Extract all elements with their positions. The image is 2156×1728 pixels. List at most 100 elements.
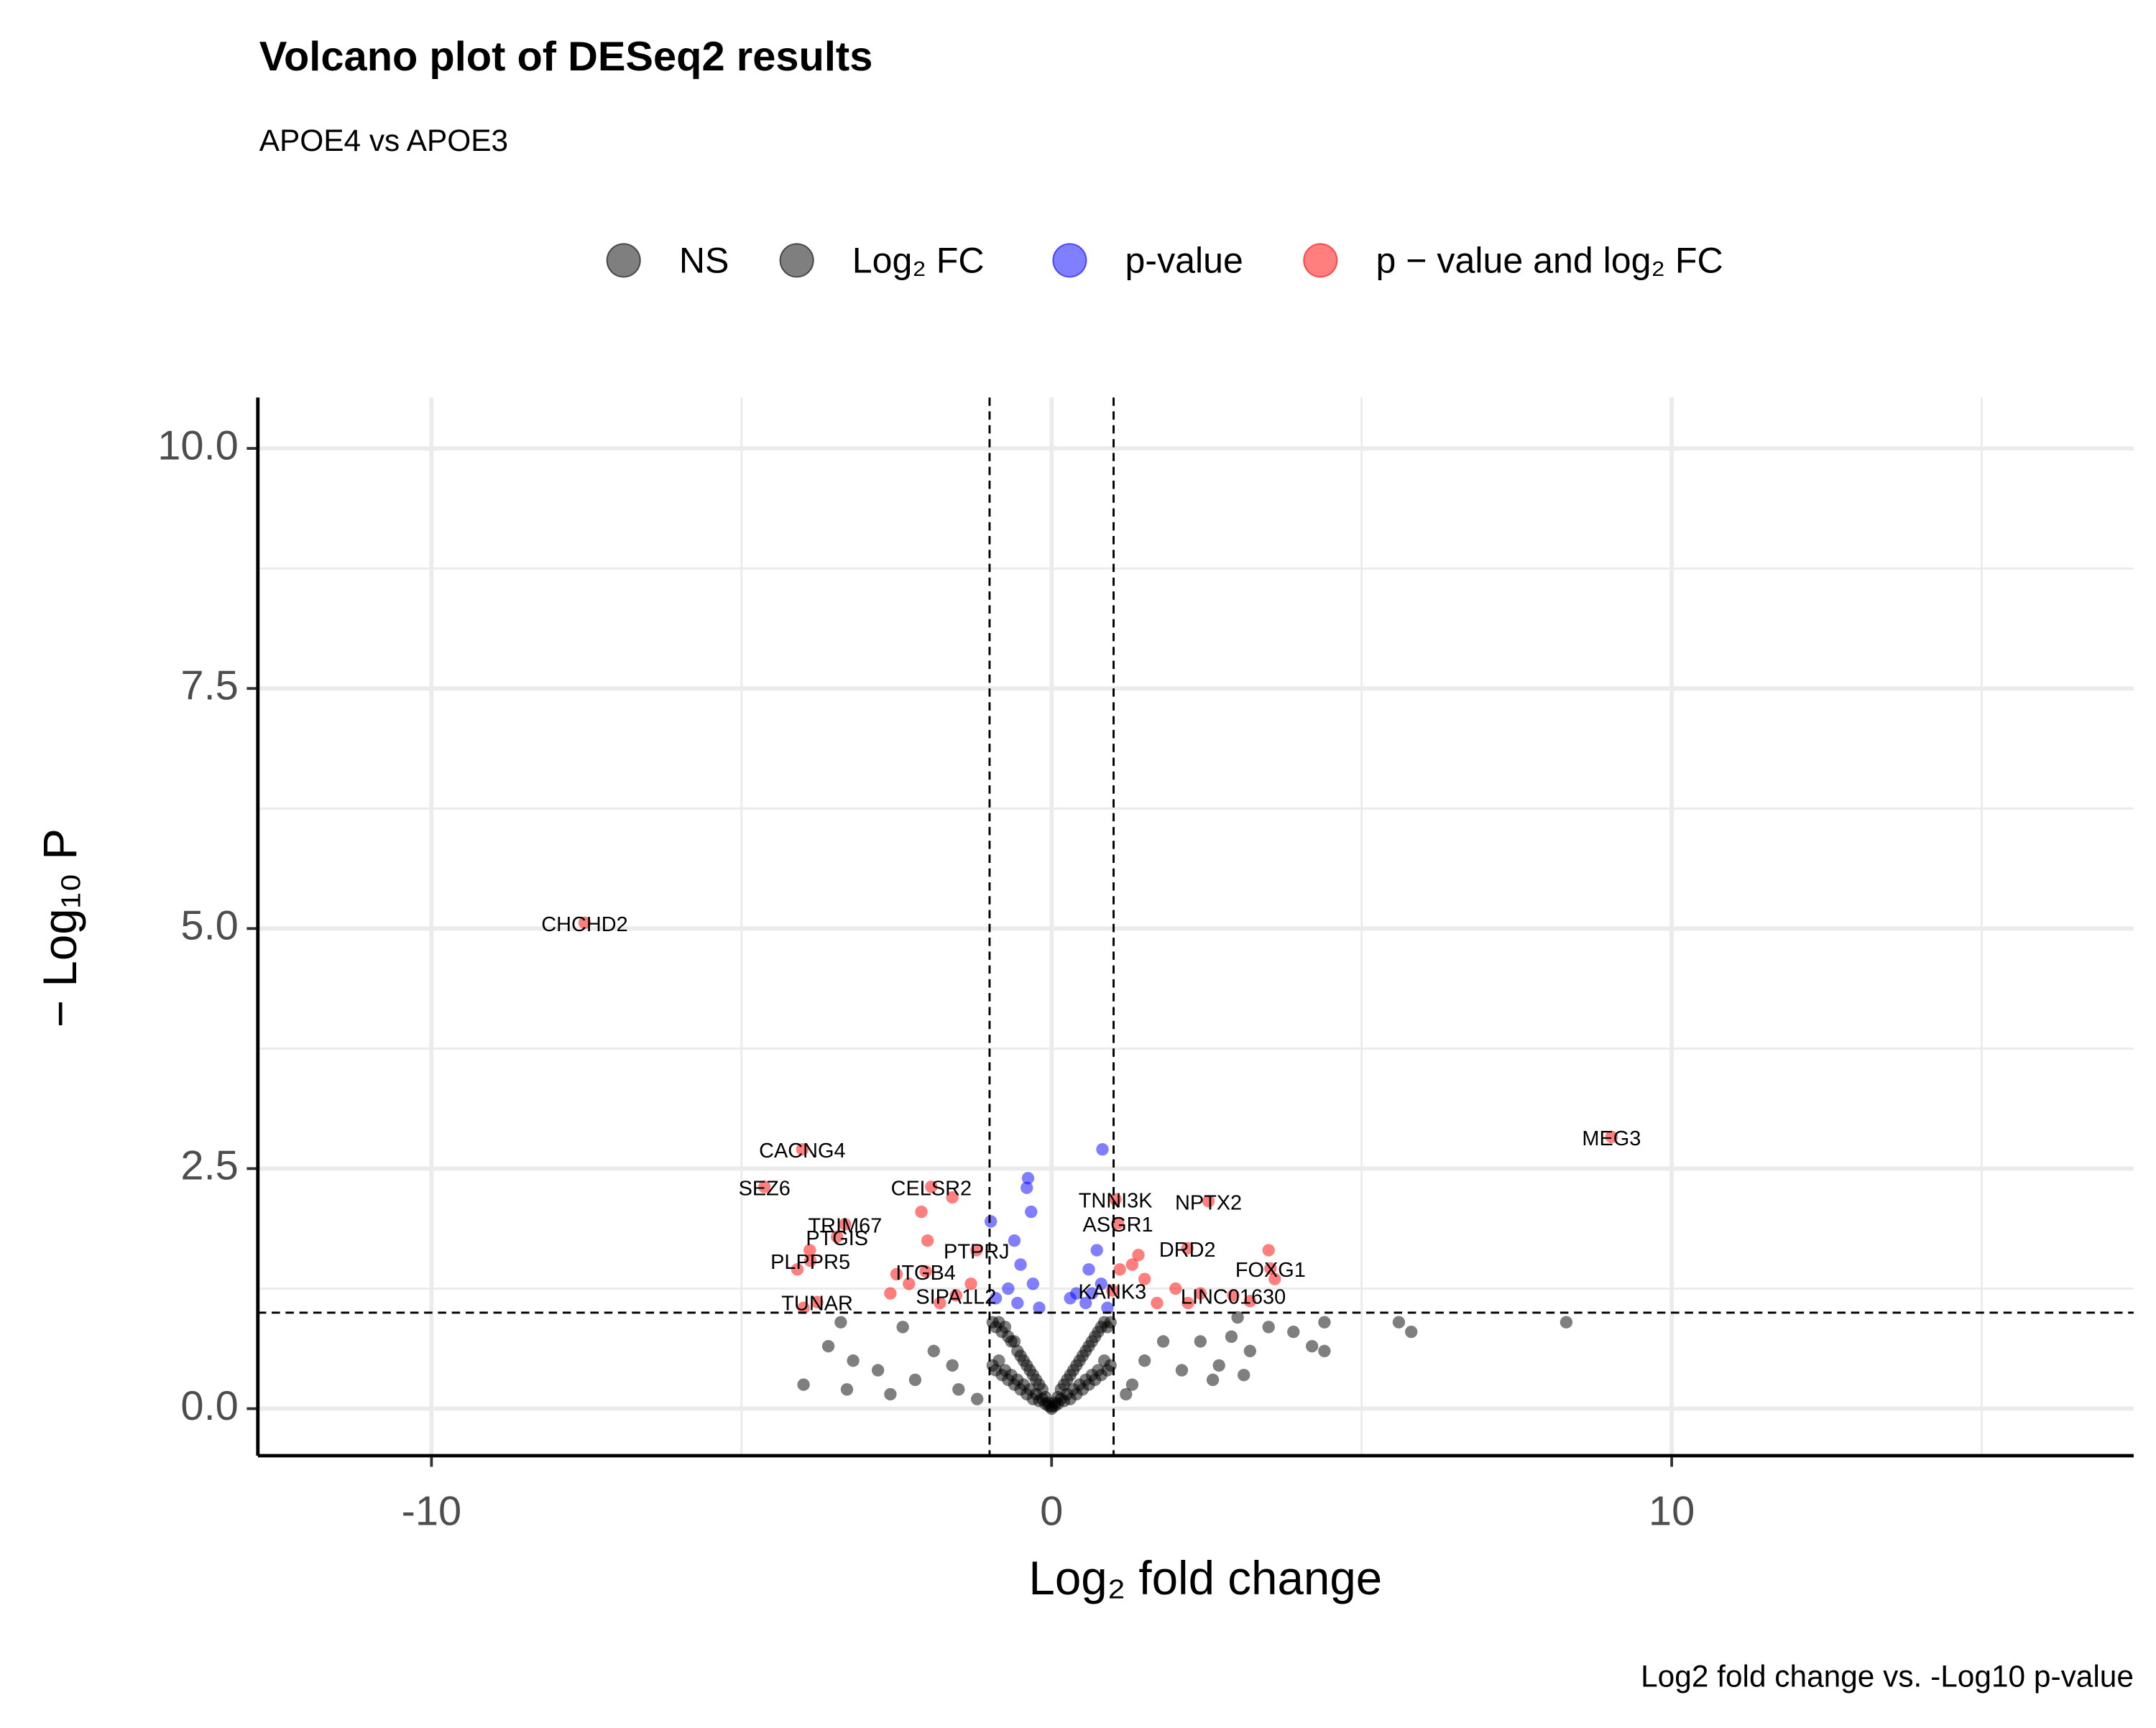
point xyxy=(1181,1296,1194,1310)
point xyxy=(1392,1316,1406,1329)
point xyxy=(1104,1359,1117,1372)
point xyxy=(1085,1287,1099,1300)
point xyxy=(1002,1282,1015,1295)
point-label: MEG3 xyxy=(1582,1127,1641,1150)
x-tick-label: 0 xyxy=(1040,1488,1063,1534)
point xyxy=(952,1383,965,1396)
point xyxy=(1138,1272,1151,1285)
point xyxy=(1262,1244,1275,1257)
legend-marker xyxy=(1052,243,1087,278)
point xyxy=(903,1277,916,1290)
point xyxy=(797,1301,810,1314)
point xyxy=(925,1181,938,1193)
point xyxy=(992,1354,1005,1367)
point-label: CHCHD2 xyxy=(541,913,627,936)
point-label: DRD2 xyxy=(1159,1239,1216,1262)
point xyxy=(797,1378,810,1391)
legend-marker xyxy=(606,243,641,278)
point xyxy=(896,1321,909,1334)
point xyxy=(989,1292,1003,1305)
point xyxy=(840,1383,854,1396)
point xyxy=(1132,1249,1145,1262)
point xyxy=(791,1263,804,1276)
point xyxy=(1264,1262,1277,1275)
point-label: TNNI3K xyxy=(1079,1190,1153,1213)
point xyxy=(1318,1344,1331,1358)
point xyxy=(1194,1287,1207,1300)
point xyxy=(1318,1316,1331,1329)
point xyxy=(1156,1335,1170,1348)
point xyxy=(1109,1193,1122,1206)
point xyxy=(890,1267,903,1281)
point xyxy=(1238,1369,1250,1382)
point-label: TUNAR xyxy=(781,1293,853,1316)
point-label: PTGIS xyxy=(806,1227,868,1250)
point xyxy=(921,1234,934,1247)
point xyxy=(1231,1311,1244,1324)
point xyxy=(946,1191,959,1204)
point xyxy=(1096,1143,1109,1156)
legend-label: p − value and log₂ FC xyxy=(1376,240,1723,280)
point xyxy=(1106,1284,1119,1297)
point xyxy=(1014,1258,1027,1271)
point xyxy=(884,1387,897,1401)
point xyxy=(1268,1272,1281,1285)
point-label: SEZ6 xyxy=(739,1177,791,1200)
point-label: TRIM67 xyxy=(808,1214,883,1237)
point-label: PLPPR5 xyxy=(770,1251,850,1274)
point xyxy=(1138,1354,1151,1367)
point xyxy=(1025,1205,1038,1219)
point xyxy=(871,1364,885,1377)
y-tick-label: 7.5 xyxy=(180,662,238,708)
point xyxy=(1125,1258,1139,1271)
point xyxy=(1104,1316,1117,1329)
point xyxy=(919,1265,932,1278)
point xyxy=(970,1244,983,1257)
point xyxy=(811,1295,824,1308)
legend-label: NS xyxy=(679,240,729,280)
point xyxy=(1287,1325,1300,1339)
point xyxy=(803,1255,817,1267)
point-label: CACNG4 xyxy=(759,1140,845,1163)
y-tick-label: 0.0 xyxy=(180,1383,238,1429)
point xyxy=(946,1359,959,1372)
point xyxy=(1113,1263,1126,1276)
point xyxy=(796,1143,809,1156)
x-tick-label: -10 xyxy=(402,1488,462,1534)
point xyxy=(1111,1216,1125,1230)
point xyxy=(1008,1335,1021,1348)
chart-subtitle: APOE4 vs APOE3 xyxy=(259,124,508,157)
point xyxy=(834,1316,847,1329)
point xyxy=(1011,1296,1024,1310)
point xyxy=(803,1244,816,1257)
x-tick-label: 10 xyxy=(1649,1488,1695,1534)
point xyxy=(1090,1244,1103,1257)
point xyxy=(831,1230,844,1243)
point xyxy=(1181,1242,1194,1255)
point xyxy=(934,1296,946,1310)
point xyxy=(998,1321,1012,1334)
point xyxy=(1021,1181,1033,1194)
point-label: SIPA1L2 xyxy=(916,1285,996,1308)
legend-marker xyxy=(1303,243,1338,278)
point xyxy=(1033,1301,1046,1314)
y-axis-label: − Log₁₀ P xyxy=(34,828,86,1027)
point xyxy=(1405,1325,1418,1339)
point xyxy=(1202,1195,1215,1208)
point xyxy=(971,1392,984,1405)
point xyxy=(1064,1292,1077,1305)
point xyxy=(847,1354,860,1367)
point xyxy=(1079,1296,1092,1310)
legend-label: Log₂ FC xyxy=(852,240,985,280)
point xyxy=(915,1205,928,1219)
point xyxy=(1082,1263,1095,1276)
chart-title: Volcano plot of DESeq2 results xyxy=(259,34,873,80)
point xyxy=(1262,1321,1275,1334)
point xyxy=(1212,1359,1225,1372)
point-label: CELSR2 xyxy=(891,1177,972,1200)
point-label: LINC01630 xyxy=(1181,1285,1286,1308)
point xyxy=(1120,1387,1133,1401)
point-label: ITGB4 xyxy=(895,1262,956,1285)
